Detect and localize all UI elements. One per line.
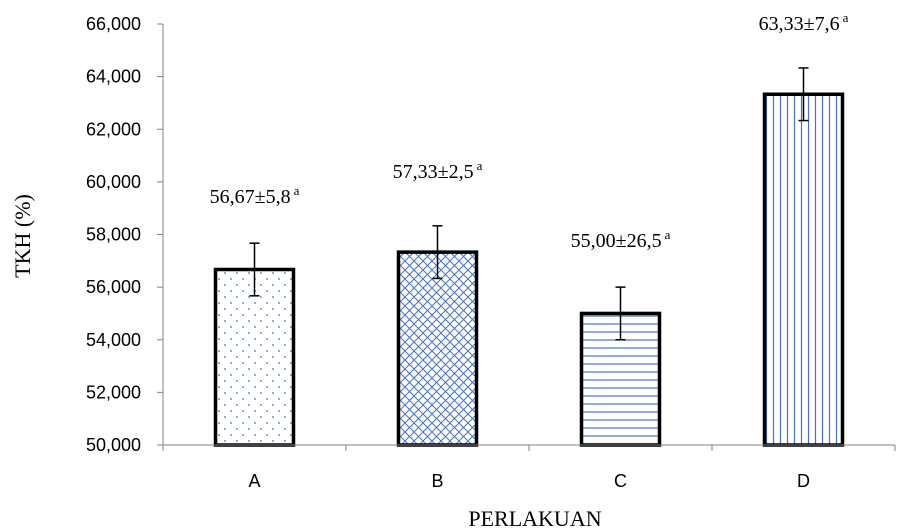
data-label-superscript: a (843, 10, 849, 25)
y-axis-label: TKH (%) (10, 194, 35, 278)
error-bar-c (615, 286, 626, 341)
x-axis-ticks: A B C D (162, 445, 896, 491)
data-label-b: 57,33±2,5 a (393, 158, 483, 183)
x-axis-label: PERLAKUAN (468, 506, 601, 531)
x-tick-label: C (614, 471, 627, 491)
y-tick-label: 66,000 (86, 14, 141, 34)
x-tick-label: B (431, 471, 443, 491)
x-tick-label: D (797, 471, 810, 491)
data-label-c: 55,00±26,5 a (571, 227, 671, 252)
y-tick-label: 54,000 (86, 330, 141, 350)
y-tick-label: 64,000 (86, 67, 141, 87)
data-label-value: 57,33±2,5 (393, 161, 474, 183)
data-label-d: 63,33±7,6 a (759, 10, 849, 35)
bars (213, 92, 845, 447)
data-label-value: 63,33±7,6 (759, 13, 840, 35)
y-tick-label: 62,000 (86, 119, 141, 139)
x-tick-label: A (248, 471, 260, 491)
error-bar-b (432, 225, 443, 280)
y-tick-label: 60,000 (86, 172, 141, 192)
error-bars (249, 67, 809, 341)
data-label-superscript: a (294, 183, 300, 198)
error-bar-d (798, 67, 809, 122)
data-labels: 56,67±5,8 a57,33±2,5 a55,00±26,5 a63,33±7,6… (210, 10, 849, 252)
y-tick-label: 50,000 (86, 435, 141, 455)
bar-b (396, 250, 479, 447)
data-label-superscript: a (477, 158, 483, 173)
y-tick-label: 52,000 (86, 382, 141, 402)
data-label-a: 56,67±5,8 a (210, 183, 300, 208)
data-label-value: 56,67±5,8 (210, 186, 291, 208)
y-tick-label: 58,000 (86, 225, 141, 245)
data-label-value: 55,00±26,5 (571, 230, 662, 252)
y-tick-label: 56,000 (86, 277, 141, 297)
data-label-superscript: a (665, 227, 671, 242)
y-axis-ticks: 50,000 52,000 54,000 56,000 58,000 60,000 62,0… (86, 14, 163, 455)
bar-d (762, 92, 845, 447)
error-bar-a (249, 242, 260, 297)
